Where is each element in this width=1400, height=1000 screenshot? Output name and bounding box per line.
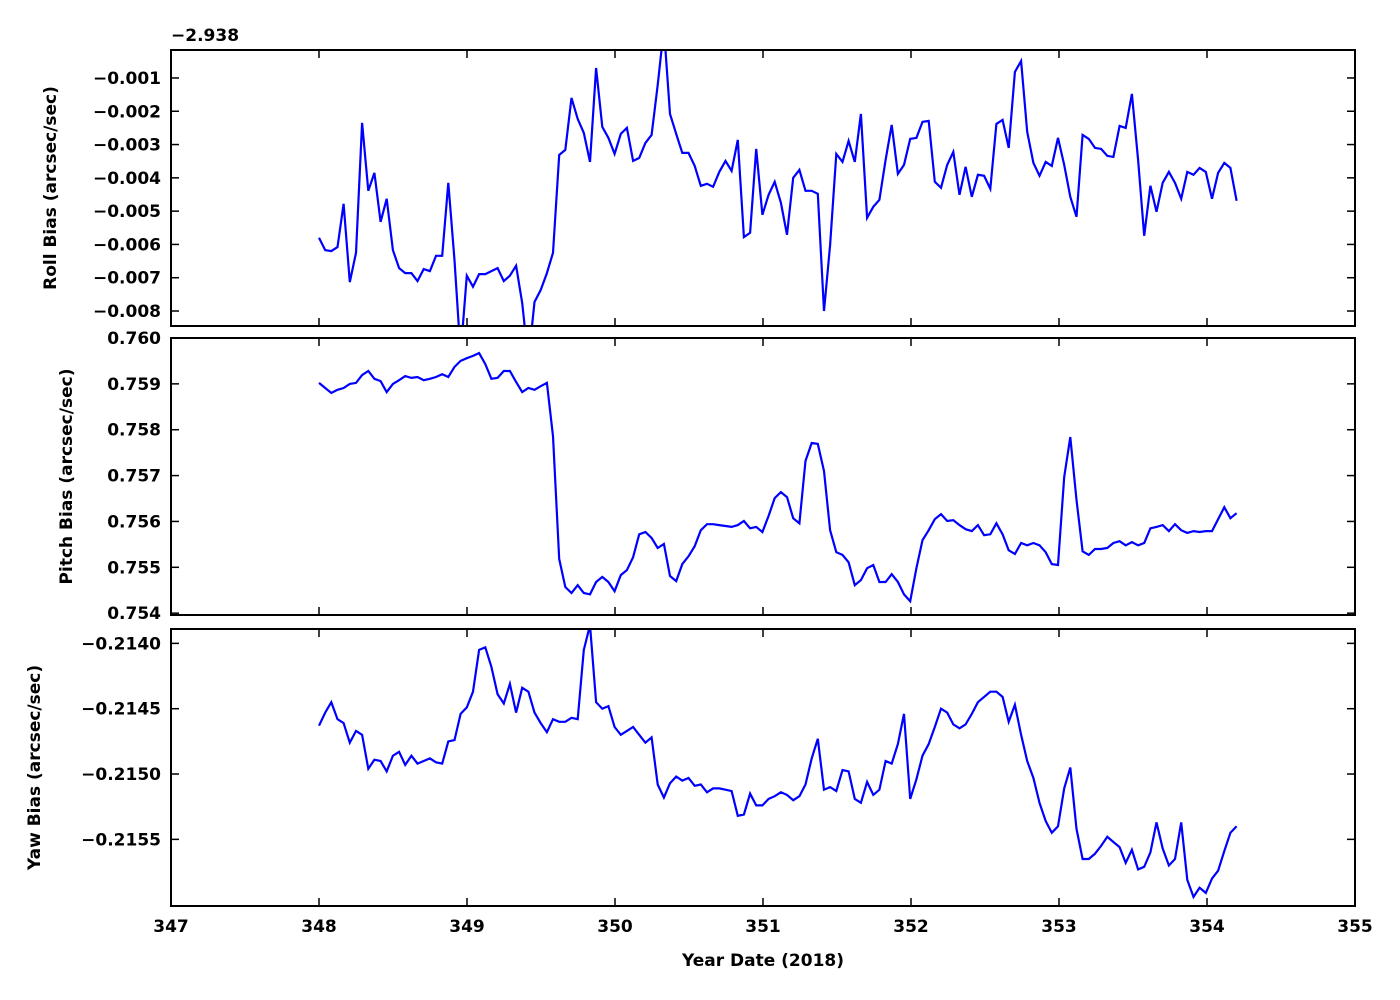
xtick-label: 347 [153, 917, 189, 937]
yaw-ytick-label: −0.2155 [81, 830, 161, 850]
roll-y-axis-label: Roll Bias (arcsec/sec) [41, 86, 61, 290]
xtick-label: 352 [893, 917, 929, 937]
xtick-label: 350 [597, 917, 633, 937]
yaw-series-line [318, 629, 1238, 900]
yaw-ytick-label: −0.2150 [81, 765, 161, 785]
xtick-label: 354 [1189, 917, 1225, 937]
pitch-plot-frame [170, 337, 1356, 616]
roll-ytick-label: −0.005 [93, 202, 161, 222]
xtick-label: 351 [745, 917, 781, 937]
x-axis-label: Year Date (2018) [681, 951, 844, 971]
pitch-ytick-label: 0.757 [107, 467, 161, 487]
roll-series-line [318, 50, 1238, 326]
yaw-y-axis-label: Yaw Bias (arcsec/sec) [25, 665, 45, 871]
roll-ytick-label: −0.004 [93, 169, 161, 189]
roll-ytick-label: −0.003 [93, 136, 161, 156]
roll-ytick-label: −0.008 [93, 302, 161, 322]
pitch-ytick-label: 0.755 [107, 558, 161, 578]
pitch-series-line [318, 351, 1238, 604]
roll-ytick-label: −0.002 [93, 102, 161, 122]
pitch-y-axis-label: Pitch Bias (arcsec/sec) [57, 369, 77, 585]
yaw-ytick-label: −0.2140 [81, 634, 161, 654]
pitch-ytick-label: 0.759 [107, 375, 161, 395]
pitch-ytick-label: 0.754 [107, 604, 161, 624]
xtick-label: 348 [301, 917, 337, 937]
roll-offset-text: −2.938 [171, 26, 239, 46]
xtick-label: 349 [449, 917, 485, 937]
yaw-ytick-label: −0.2145 [81, 700, 161, 720]
roll-ytick-label: −0.007 [93, 269, 161, 289]
pitch-ytick-label: 0.758 [107, 421, 161, 441]
pitch-ytick-label: 0.760 [107, 329, 161, 349]
xtick-label: 355 [1337, 917, 1373, 937]
roll-ytick-label: −0.001 [93, 69, 161, 89]
roll-ytick-label: −0.006 [93, 235, 161, 255]
pitch-ytick-label: 0.756 [107, 512, 161, 532]
xtick-label: 353 [1041, 917, 1077, 937]
yaw-plot-frame [170, 628, 1356, 907]
